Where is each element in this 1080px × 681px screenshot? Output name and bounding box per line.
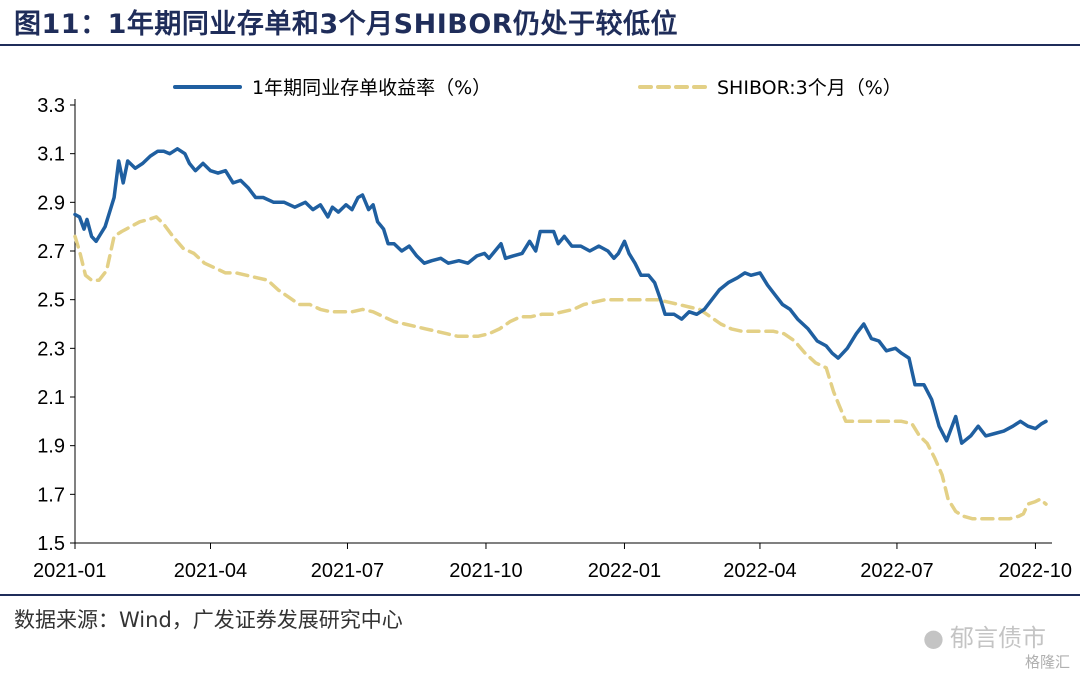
chart-axes xyxy=(74,99,1052,544)
watermark-text: 郁言债市 xyxy=(950,624,1046,652)
footer-divider xyxy=(0,594,1080,596)
shibor-3m-line xyxy=(73,215,1048,521)
chart-legend: 1年期同业存单收益率（%） SHIBOR:3个月（%） xyxy=(173,77,902,99)
x-tick-label: 2022-01 xyxy=(588,560,661,582)
x-tick-label: 2022-07 xyxy=(860,560,933,582)
title-divider xyxy=(0,44,1080,46)
watermark: ● 郁言债市 xyxy=(923,618,1046,653)
ncd-1y-line xyxy=(73,147,1048,445)
x-tick-label: 2021-04 xyxy=(174,560,247,582)
watermark-sub: 格隆汇 xyxy=(1024,653,1070,671)
y-tick-label: 1.7 xyxy=(37,484,65,506)
chart-series xyxy=(73,147,1048,521)
y-tick-label: 2.1 xyxy=(37,387,65,409)
chart-title: 图11：1年期同业存单和3个月SHIBOR仍处于较低位 xyxy=(14,9,679,40)
x-tick-label: 2021-10 xyxy=(449,560,522,582)
source-note: 数据来源：Wind，广发证券发展研究中心 xyxy=(14,608,403,632)
legend-label: 1年期同业存单收益率（%） xyxy=(252,77,491,99)
y-tick-label: 2.5 xyxy=(37,290,65,312)
legend-label: SHIBOR:3个月（%） xyxy=(717,77,902,99)
y-tick-label: 1.9 xyxy=(37,436,65,458)
x-tick-label: 2022-10 xyxy=(999,560,1072,582)
y-tick-label: 2.9 xyxy=(37,192,65,214)
y-axis-ticks: 3.3 3.1 2.9 2.7 2.5 2.3 2.1 1.9 1.7 1.5 xyxy=(37,95,75,555)
y-tick-label: 2.7 xyxy=(37,241,65,263)
x-tick-label: 2021-01 xyxy=(33,560,106,582)
x-tick-label: 2021-07 xyxy=(311,560,384,582)
x-axis-ticks: 2021-01 2021-04 2021-07 2021-10 2022-01 2022-… xyxy=(33,543,1072,582)
line-chart: 3.33.12.92.72.52.32.11.91.71.5 2021-01 20… xyxy=(33,77,1072,582)
y-tick-label: 1.5 xyxy=(37,533,65,555)
x-tick-label: 2022-04 xyxy=(723,560,796,582)
wechat-icon: ● xyxy=(923,624,944,652)
y-tick-label: 3.1 xyxy=(37,144,65,166)
y-tick-label: 3.3 xyxy=(37,95,65,117)
y-tick-label: 2.3 xyxy=(37,338,65,360)
